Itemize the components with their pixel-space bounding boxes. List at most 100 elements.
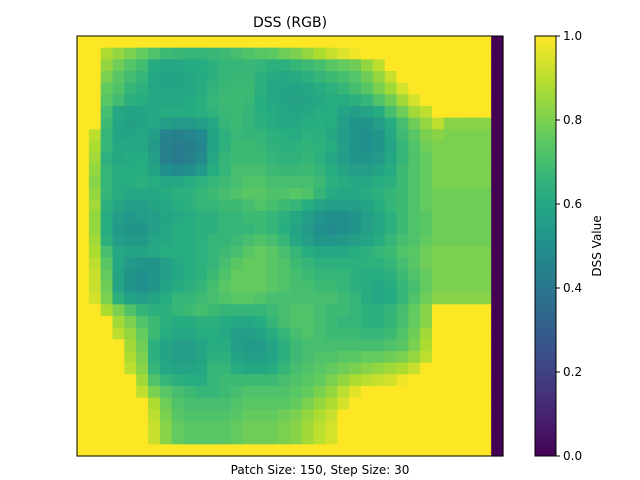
heatmap-cell — [491, 129, 504, 142]
heatmap-cell — [230, 269, 244, 282]
heatmap-cell — [420, 141, 433, 154]
heatmap-cell — [361, 82, 374, 95]
heatmap-cell — [301, 444, 315, 457]
heatmap-cell — [443, 351, 457, 364]
heatmap-cell — [136, 234, 149, 247]
heatmap-cell — [479, 234, 492, 247]
heatmap-cell — [384, 94, 398, 107]
heatmap-cell — [467, 444, 480, 457]
heatmap-cell — [420, 117, 433, 130]
heatmap-cell — [313, 164, 327, 177]
heatmap-cell — [124, 211, 137, 224]
heatmap-cell — [183, 292, 196, 305]
heatmap-cell — [219, 82, 232, 95]
heatmap-cell — [420, 82, 433, 95]
heatmap-cell — [325, 397, 338, 410]
heatmap-cell — [384, 176, 398, 189]
heatmap-cell — [455, 234, 469, 247]
heatmap-cell — [420, 362, 433, 375]
heatmap-cell — [136, 432, 149, 445]
heatmap-cell — [420, 292, 433, 305]
heatmap-cell — [124, 176, 137, 189]
heatmap-cell — [77, 176, 90, 189]
heatmap-cell — [242, 164, 256, 177]
heatmap-cell — [112, 292, 125, 305]
heatmap-cell — [159, 106, 173, 119]
heatmap-cell — [159, 36, 173, 49]
heatmap-cell — [290, 129, 303, 142]
heatmap-cell — [112, 444, 125, 457]
heatmap-cell — [455, 269, 469, 282]
heatmap-cell — [266, 269, 279, 282]
heatmap-cell — [278, 106, 291, 119]
heatmap-cell — [384, 36, 398, 49]
heatmap-cell — [384, 269, 398, 282]
heatmap-cell — [467, 234, 480, 247]
heatmap-cell — [325, 164, 338, 177]
heatmap-cell — [384, 257, 398, 270]
heatmap-cell — [372, 82, 386, 95]
heatmap-cell — [100, 257, 114, 270]
heatmap-cell — [159, 269, 173, 282]
heatmap-cell — [313, 94, 327, 107]
heatmap-cell — [455, 117, 469, 130]
heatmap-cell — [195, 152, 208, 165]
heatmap-cell — [396, 164, 409, 177]
heatmap-cell — [384, 374, 398, 387]
heatmap-cell — [313, 316, 327, 329]
heatmap-cell — [112, 374, 125, 387]
heatmap-cell — [100, 386, 114, 399]
heatmap-cell — [479, 152, 492, 165]
heatmap-cell — [230, 444, 244, 457]
heatmap-cell — [112, 59, 125, 72]
heatmap-cell — [349, 71, 362, 84]
heatmap-cell — [112, 36, 125, 49]
heatmap-cell — [278, 59, 291, 72]
heatmap-cell — [242, 292, 256, 305]
heatmap-cell — [159, 94, 173, 107]
colorbar-tick-label: 0.8 — [563, 113, 582, 127]
heatmap-cell — [372, 432, 386, 445]
heatmap-cell — [432, 36, 445, 49]
heatmap-cell — [124, 164, 137, 177]
heatmap-cell — [254, 71, 267, 84]
heatmap-cell — [159, 397, 173, 410]
heatmap-cell — [100, 397, 114, 410]
heatmap-cell — [313, 141, 327, 154]
heatmap-cell — [420, 246, 433, 259]
heatmap-cell — [467, 339, 480, 352]
heatmap-cell — [183, 351, 196, 364]
heatmap-cell — [361, 316, 374, 329]
heatmap-cell — [337, 222, 350, 235]
heatmap-cell — [443, 292, 457, 305]
heatmap-cell — [301, 141, 315, 154]
heatmap-cell — [443, 117, 457, 130]
heatmap-cell — [278, 409, 291, 422]
heatmap-cell — [396, 129, 409, 142]
heatmap-cell — [325, 316, 338, 329]
heatmap-cell — [136, 257, 149, 270]
heatmap-cell — [171, 281, 185, 294]
heatmap-cell — [112, 316, 125, 329]
heatmap-cell — [219, 246, 232, 259]
heatmap-cell — [290, 141, 303, 154]
heatmap-cell — [77, 444, 90, 457]
heatmap-cell — [455, 106, 469, 119]
heatmap-cell — [77, 234, 90, 247]
heatmap-cell — [159, 234, 173, 247]
heatmap-cell — [100, 316, 114, 329]
heatmap-cell — [491, 339, 504, 352]
heatmap-cell — [337, 211, 350, 224]
heatmap-cell — [349, 351, 362, 364]
heatmap-cell — [207, 281, 220, 294]
heatmap-cell — [136, 386, 149, 399]
heatmap-cell — [325, 82, 338, 95]
heatmap-cell — [408, 292, 421, 305]
heatmap-cell — [278, 47, 291, 60]
heatmap-cell — [479, 246, 492, 259]
heatmap-cell — [491, 292, 504, 305]
heatmap-frame — [76, 35, 504, 457]
heatmap-cell — [384, 444, 398, 457]
heatmap-cell — [136, 152, 149, 165]
heatmap-cell — [325, 432, 338, 445]
